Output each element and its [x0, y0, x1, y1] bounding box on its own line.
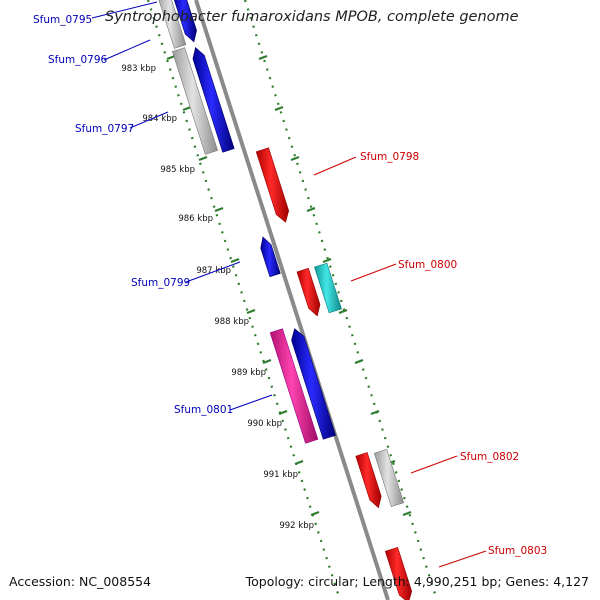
- left-major-ticks: [166, 54, 320, 517]
- kbp-label: 991 kbp: [263, 470, 298, 480]
- kbp-label: 984 kbp: [142, 114, 177, 124]
- gene-sfum-0802-gray[interactable]: [373, 449, 405, 507]
- kbp-label: 983 kbp: [121, 64, 156, 74]
- gene-label-sfum-0796[interactable]: Sfum_0796: [48, 54, 108, 66]
- gene-sfum-0801[interactable]: [291, 328, 336, 440]
- kbp-labels: 983 kbp 984 kbp 985 kbp 986 kbp 987 kbp …: [121, 64, 314, 531]
- gene-labels: Sfum_0795 Sfum_0796 Sfum_0797 Sfum_0798 …: [33, 14, 547, 557]
- gene-label-sfum-0801[interactable]: Sfum_0801: [174, 404, 233, 416]
- gene-label-sfum-0799[interactable]: Sfum_0799: [131, 277, 190, 289]
- gene-sfum-0797[interactable]: [192, 47, 235, 153]
- gene-sfum-0795[interactable]: [172, 0, 197, 43]
- kbp-label: 987 kbp: [196, 266, 231, 276]
- gene-label-sfum-0803[interactable]: Sfum_0803: [488, 545, 547, 557]
- gene-track: [156, 0, 413, 600]
- kbp-label: 990 kbp: [247, 419, 282, 429]
- gene-label-sfum-0797[interactable]: Sfum_0797: [75, 123, 134, 135]
- gene-sfum-0799[interactable]: [260, 236, 281, 278]
- gene-sfum-0798[interactable]: [255, 147, 290, 223]
- gene-sfum-0796[interactable]: [172, 47, 218, 155]
- gene-label-sfum-0802[interactable]: Sfum_0802: [460, 451, 519, 463]
- genome-backbone: [194, 0, 390, 600]
- kbp-label: 986 kbp: [178, 214, 213, 224]
- gene-sfum-0800-cyan[interactable]: [314, 262, 342, 314]
- kbp-label: 992 kbp: [279, 521, 314, 531]
- gene-sfum-0802[interactable]: [355, 452, 382, 509]
- genome-summary: Topology: circular; Length: 4,990,251 bp…: [245, 574, 589, 589]
- gene-label-sfum-0795[interactable]: Sfum_0795: [33, 14, 92, 26]
- gene-label-sfum-0798[interactable]: Sfum_0798: [360, 151, 419, 163]
- kbp-label: 985 kbp: [160, 165, 195, 175]
- gene-label-sfum-0800[interactable]: Sfum_0800: [398, 259, 457, 271]
- gene-sfum-0800[interactable]: [296, 267, 321, 317]
- gene-sfum-0801-pink[interactable]: [269, 328, 319, 444]
- label-leaders: [91, 1, 487, 568]
- accession-text: Accession: NC_008554: [9, 574, 152, 589]
- genome-title: Syntrophobacter fumaroxidans MPOB, compl…: [105, 9, 519, 25]
- right-tick-track: [243, 0, 439, 600]
- gene-sfum-0795-gray[interactable]: [156, 0, 187, 49]
- kbp-label: 988 kbp: [214, 317, 249, 327]
- gene-sfum-0803[interactable]: [384, 547, 413, 600]
- kbp-label: 989 kbp: [231, 368, 266, 378]
